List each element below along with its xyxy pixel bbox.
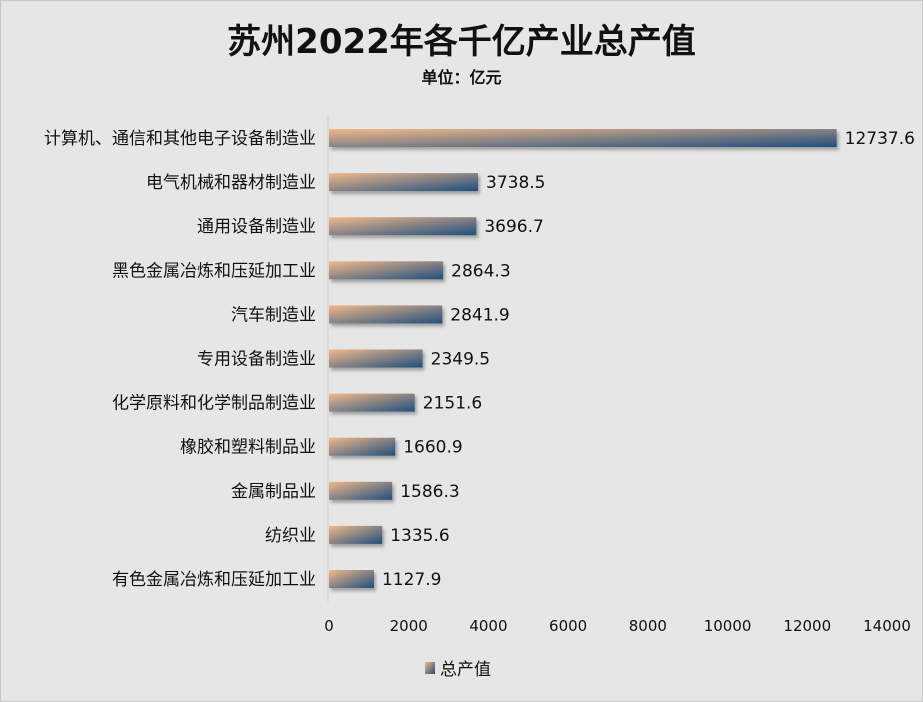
bar xyxy=(329,349,423,368)
value-label: 3738.5 xyxy=(486,173,545,193)
legend-label: 总产值 xyxy=(440,660,491,680)
chart-title: 苏州2022年各千亿产业总产值 xyxy=(227,22,696,62)
value-label: 2151.6 xyxy=(423,394,482,414)
category-label: 汽车制造业 xyxy=(231,305,316,325)
category-label: 通用设备制造业 xyxy=(197,217,316,237)
bar xyxy=(329,217,477,236)
bar xyxy=(329,525,383,544)
category-label: 专用设备制造业 xyxy=(197,350,316,370)
category-label: 橡胶和塑料制品业 xyxy=(180,438,316,458)
x-tick-label: 8000 xyxy=(629,617,667,635)
bar xyxy=(329,173,479,192)
bar xyxy=(329,570,374,588)
x-tick-label: 0 xyxy=(324,617,334,635)
bar xyxy=(329,437,396,456)
chart-subtitle: 单位：亿元 xyxy=(421,68,502,87)
category-label: 电气机械和器材制造业 xyxy=(146,173,316,193)
category-label: 黑色金属冶炼和压延加工业 xyxy=(112,261,316,281)
x-tick-label: 6000 xyxy=(549,617,587,635)
category-label: 计算机、通信和其他电子设备制造业 xyxy=(44,129,316,149)
value-label: 12737.6 xyxy=(845,129,915,149)
x-tick-label: 4000 xyxy=(469,617,507,635)
x-tick-label: 12000 xyxy=(783,617,831,635)
category-label: 纺织业 xyxy=(265,526,316,546)
value-label: 3696.7 xyxy=(484,217,543,237)
bar xyxy=(329,129,837,147)
value-label: 1335.6 xyxy=(390,526,449,546)
legend-swatch xyxy=(425,662,435,674)
x-tick-label: 14000 xyxy=(863,617,911,635)
bar xyxy=(329,481,393,500)
value-label: 1127.9 xyxy=(382,570,441,590)
category-label: 化学原料和化学制品制造业 xyxy=(112,394,316,414)
x-tick-label: 2000 xyxy=(390,617,428,635)
category-label: 有色金属冶炼和压延加工业 xyxy=(112,570,316,590)
x-tick-label: 10000 xyxy=(704,617,752,635)
value-label: 2841.9 xyxy=(450,305,509,325)
bar xyxy=(329,261,444,280)
bar xyxy=(329,393,415,412)
category-label: 金属制品业 xyxy=(231,482,316,502)
value-label: 1586.3 xyxy=(400,482,459,502)
bar xyxy=(329,305,443,324)
value-label: 1660.9 xyxy=(403,438,462,458)
value-label: 2864.3 xyxy=(451,261,510,281)
value-label: 2349.5 xyxy=(431,350,490,370)
